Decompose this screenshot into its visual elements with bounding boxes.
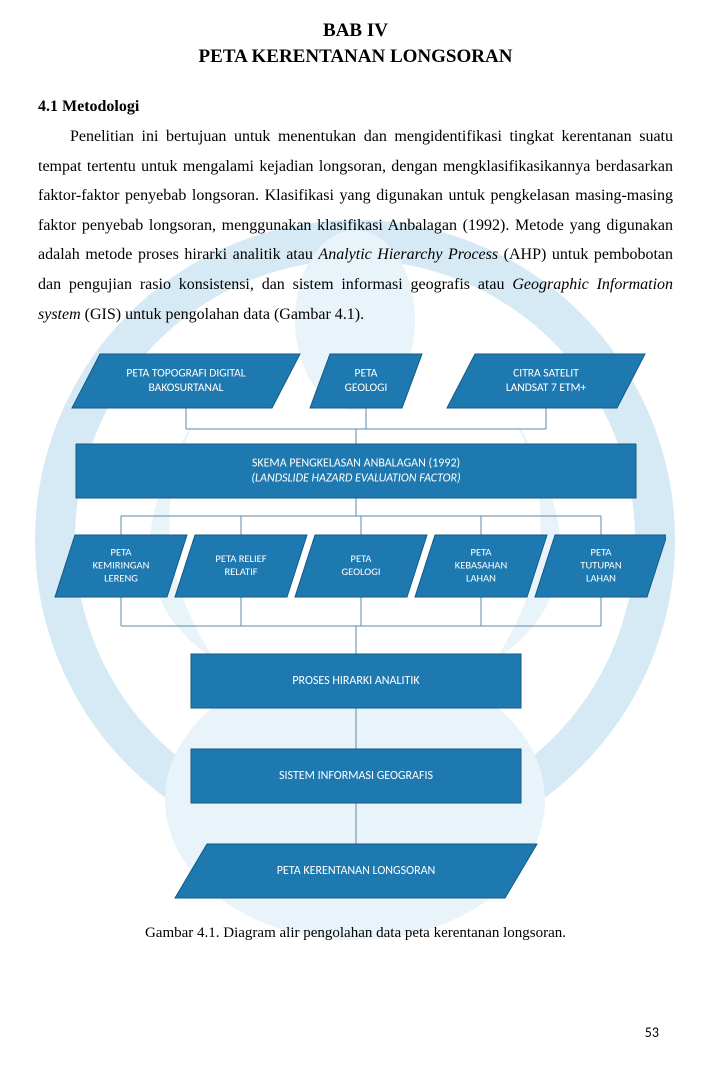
svg-text:PETA: PETA [354,367,377,381]
section-heading: 4.1 Metodologi [38,98,673,116]
flow-node-kemiringan: PETAKEMIRINGANLERENG [55,535,187,597]
paragraph-text: (GIS) untuk pengolahan data (Gambar 4.1)… [81,306,364,323]
flow-node-output: PETA KERENTANAN LONGSORAN [175,844,537,898]
svg-text:KEMIRINGAN: KEMIRINGAN [92,559,149,572]
svg-text:TUTUPAN: TUTUPAN [580,559,621,572]
svg-text:GEOLOGI: GEOLOGI [344,381,387,395]
svg-text:GEOLOGI: GEOLOGI [341,565,380,578]
svg-text:SISTEM INFORMASI GEOGRAFIS: SISTEM INFORMASI GEOGRAFIS [278,769,432,783]
body-paragraph: Penelitian ini bertujuan untuk menentuka… [38,122,673,329]
italic-term: Analytic Hierarchy Process [318,246,498,263]
flowchart-svg: PETA TOPOGRAFI DIGITALBAKOSURTANALPETAGE… [46,341,666,921]
svg-text:PETA: PETA [110,546,132,559]
svg-text:LANDSAT 7 ETM+: LANDSAT 7 ETM+ [505,381,586,395]
svg-text:LAHAN: LAHAN [586,572,616,585]
page-number: 53 [645,1024,659,1041]
svg-text:PETA TOPOGRAFI DIGITAL: PETA TOPOGRAFI DIGITAL [126,367,245,381]
svg-text:(LANDSLIDE HAZARD EVALUATION F: (LANDSLIDE HAZARD EVALUATION FACTOR) [251,472,460,486]
svg-text:PETA: PETA [470,546,492,559]
chapter-title: PETA KERENTANAN LONGSORAN [38,46,673,68]
svg-text:CITRA SATELIT: CITRA SATELIT [513,367,579,381]
svg-text:BAKOSURTANAL: BAKOSURTANAL [148,381,223,395]
flow-node-kebasahan: PETAKEBASAHANLAHAN [415,535,547,597]
svg-text:PETA: PETA [590,546,612,559]
chapter-number: BAB IV [38,20,673,42]
flow-node-ahp: PROSES HIRARKI ANALITIK [191,654,521,708]
flow-node-geol_mid: PETAGEOLOGI [295,535,427,597]
flow-node-gis: SISTEM INFORMASI GEOGRAFIS [191,749,521,803]
flow-node-geol_top: PETAGEOLOGI [310,354,422,408]
flow-node-topo: PETA TOPOGRAFI DIGITALBAKOSURTANAL [72,354,300,408]
svg-text:PROSES HIRARKI ANALITIK: PROSES HIRARKI ANALITIK [292,674,420,688]
flowchart-container: PETA TOPOGRAFI DIGITALBAKOSURTANALPETAGE… [38,341,673,921]
page-content: BAB IV PETA KERENTANAN LONGSORAN 4.1 Met… [0,0,711,942]
svg-text:PETA KERENTANAN LONGSORAN: PETA KERENTANAN LONGSORAN [276,864,435,878]
flow-node-tutupan: PETATUTUPANLAHAN [535,535,666,597]
figure-caption: Gambar 4.1. Diagram alir pengolahan data… [38,925,673,942]
flow-node-anbalagan: SKEMA PENGKELASAN ANBALAGAN (1992)(LANDS… [76,444,636,498]
svg-text:PETA: PETA [350,552,372,565]
svg-text:SKEMA PENGKELASAN ANBALAGAN (1: SKEMA PENGKELASAN ANBALAGAN (1992) [251,457,459,471]
svg-text:LAHAN: LAHAN [466,572,496,585]
svg-text:RELATIF: RELATIF [224,565,257,578]
svg-text:KEBASAHAN: KEBASAHAN [454,559,507,572]
svg-text:PETA RELIEF: PETA RELIEF [215,552,266,565]
paragraph-text: Penelitian ini bertujuan untuk menentuka… [38,128,673,263]
flow-node-relief: PETA RELIEFRELATIF [175,535,307,597]
flow-node-citra: CITRA SATELITLANDSAT 7 ETM+ [447,354,645,408]
svg-text:LERENG: LERENG [104,572,138,585]
